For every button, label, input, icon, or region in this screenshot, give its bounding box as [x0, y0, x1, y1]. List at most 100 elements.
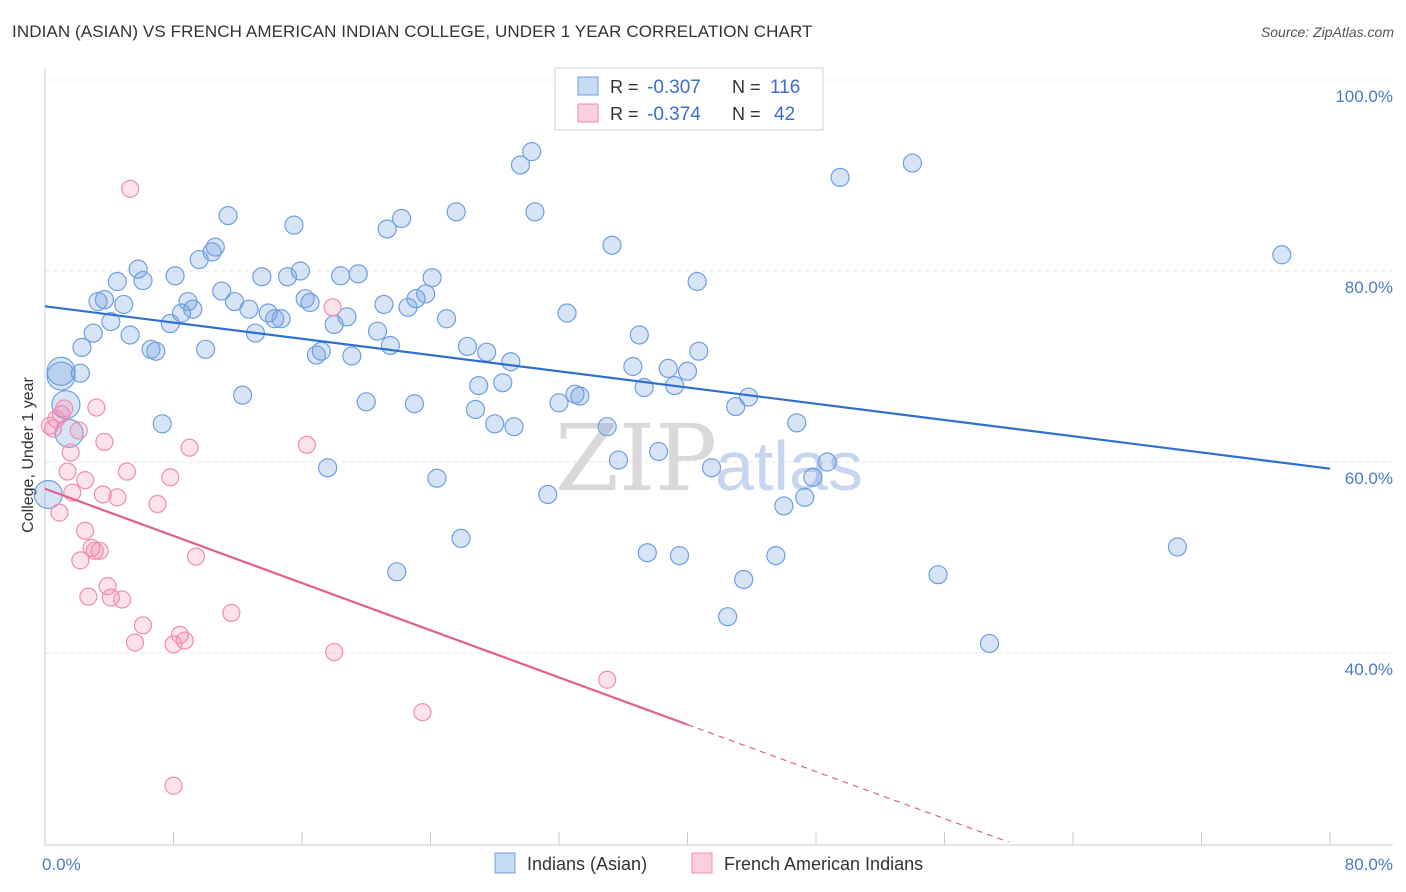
y-tick-label-60: 60.0%	[1345, 469, 1393, 488]
point-indians-77	[525, 202, 545, 222]
point-indians-79	[549, 393, 569, 413]
point-indians-65	[446, 202, 466, 222]
point-indians-95	[677, 361, 698, 381]
point-indians-31	[232, 385, 253, 405]
point-indians-57	[391, 208, 412, 229]
point-indians-56	[387, 562, 407, 582]
point-french-22	[108, 488, 127, 507]
point-indians-17	[146, 341, 166, 361]
point-indians-114	[1272, 245, 1292, 265]
trend-line-french	[44, 487, 688, 726]
point-indians-107	[803, 467, 823, 487]
trend-line-indians	[44, 305, 1331, 470]
point-indians-64	[436, 309, 457, 329]
point-french-13	[79, 587, 98, 606]
point-indians-52	[367, 321, 388, 341]
grid-lines	[45, 79, 1393, 654]
point-indians-76	[522, 142, 542, 162]
legend-r-label-2: R =	[610, 104, 639, 124]
point-indians-48	[337, 307, 357, 327]
point-indians-5	[70, 363, 90, 383]
point-indians-20	[165, 266, 185, 286]
point-french-4	[51, 405, 71, 424]
point-french-33	[186, 547, 206, 566]
point-indians-53	[374, 294, 394, 315]
point-indians-42	[300, 292, 320, 313]
point-french-6	[58, 462, 77, 481]
point-indians-97	[689, 341, 709, 361]
series-indians-points	[33, 70, 1292, 654]
point-indians-40	[290, 261, 310, 281]
legend-n-value-2: 42	[774, 104, 795, 125]
point-indians-113	[1167, 537, 1188, 557]
point-french-39	[164, 776, 183, 795]
watermark: ZIP atlas	[555, 405, 863, 512]
point-indians-98	[701, 458, 722, 478]
point-indians-106	[795, 487, 815, 507]
point-french-35	[297, 435, 316, 454]
point-indians-51	[356, 392, 376, 412]
point-indians-47	[330, 266, 351, 286]
bottom-legend-label-french: French American Indians	[724, 854, 923, 874]
point-indians-50	[348, 264, 368, 284]
point-french-18	[93, 485, 112, 504]
y-axis-title: College, Under 1 year	[20, 377, 37, 533]
point-indians-25	[196, 339, 216, 359]
legend-swatch-indians	[577, 76, 599, 96]
point-french-34	[222, 603, 241, 622]
point-french-31	[170, 625, 190, 644]
point-french-15	[85, 541, 104, 560]
point-french-19	[95, 432, 114, 452]
point-french-40	[598, 670, 617, 689]
series-legend: Indians (Asian) French American Indians	[494, 852, 923, 874]
point-indians-80	[557, 303, 577, 323]
point-french-16	[87, 398, 106, 417]
point-french-32	[175, 631, 194, 650]
point-indians-74	[504, 417, 524, 437]
point-indians-6	[72, 337, 92, 357]
point-french-7	[61, 443, 80, 462]
trend-lines	[44, 305, 1331, 843]
point-french-30	[164, 635, 183, 654]
point-indians-105	[787, 413, 807, 433]
point-french-36	[323, 298, 342, 317]
point-french-41	[180, 438, 199, 457]
point-indians-60	[406, 289, 426, 309]
point-french-23	[112, 590, 132, 609]
point-indians-12	[114, 294, 134, 315]
point-french-17	[90, 541, 109, 560]
point-indians-27	[205, 237, 225, 257]
point-french-27	[133, 616, 153, 635]
point-indians-67	[457, 336, 478, 357]
chart-title: INDIAN (ASIAN) VS FRENCH AMERICAN INDIAN…	[12, 22, 813, 41]
x-ticks	[44, 832, 1331, 845]
point-indians-99	[718, 607, 738, 627]
point-indians-63	[427, 468, 447, 488]
point-indians-86	[608, 450, 629, 470]
point-indians-15	[133, 270, 153, 291]
point-indians-4	[46, 361, 76, 391]
source-credit: Source: ZipAtlas.com	[1260, 24, 1394, 40]
point-french-24	[117, 462, 137, 481]
point-indians-88	[629, 325, 649, 345]
legend-r-label-1: R =	[610, 77, 639, 97]
point-indians-34	[252, 267, 272, 287]
point-indians-75	[510, 155, 531, 175]
point-french-26	[125, 633, 145, 652]
point-indians-111	[928, 565, 948, 585]
point-indians-36	[265, 309, 285, 329]
point-indians-21	[171, 303, 192, 323]
series-french-points	[40, 179, 617, 795]
point-french-9	[69, 421, 88, 440]
point-indians-3	[54, 418, 84, 448]
point-indians-10	[101, 312, 121, 332]
point-indians-32	[239, 299, 259, 319]
point-indians-85	[602, 235, 622, 255]
trend-line-french-extension	[687, 724, 1009, 843]
legend-n-value-1: 116	[770, 77, 800, 98]
point-french-0	[40, 416, 59, 435]
x-tick-label-min: 0.0%	[42, 855, 81, 874]
point-indians-94	[669, 545, 690, 566]
watermark-zip: ZIP	[555, 405, 717, 512]
